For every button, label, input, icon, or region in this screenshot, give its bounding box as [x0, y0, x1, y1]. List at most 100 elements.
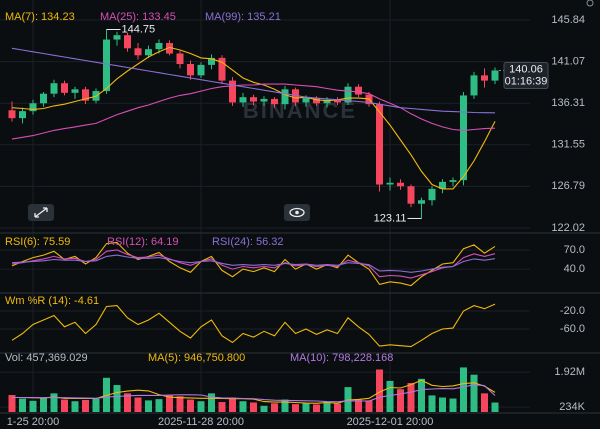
- x-tick-label: 2025-12-01 20:00: [347, 416, 434, 428]
- eye-pupil[interactable]: [295, 210, 299, 215]
- volume-bar: [260, 405, 268, 412]
- candle-body: [428, 188, 436, 201]
- legend-entry: RSI(6): 75.59: [5, 236, 70, 248]
- candle-body: [470, 75, 478, 96]
- legend-entry: MA(7): 134.23: [5, 11, 75, 23]
- volume-bar: [334, 403, 341, 412]
- theme-button[interactable]: [586, 0, 594, 7]
- y-tick-label: 70.0: [564, 244, 585, 256]
- candle-body: [439, 181, 446, 189]
- candle-body: [281, 89, 289, 105]
- indicator-line: [11, 303, 496, 348]
- volume-bar: [460, 367, 467, 412]
- volume-bar: [281, 399, 289, 412]
- candle-body: [481, 75, 488, 81]
- candle-body: [449, 180, 457, 182]
- ma-line: [11, 46, 496, 190]
- candle-body: [8, 110, 16, 119]
- candle-body: [134, 48, 142, 56]
- legend-entry: MA(99): 135.21: [205, 11, 281, 23]
- legend-entry: MA(5): 946,750.800: [148, 352, 245, 364]
- ma-line: [11, 83, 496, 140]
- volume-bar: [92, 398, 100, 412]
- visibility-button[interactable]: [284, 204, 310, 221]
- expand-button[interactable]: [28, 204, 54, 221]
- candle-body: [376, 104, 383, 185]
- candle-body: [113, 35, 121, 40]
- low-label: 123.11: [374, 212, 407, 224]
- y-tick-label: 136.31: [551, 97, 585, 109]
- volume-bar: [166, 395, 173, 412]
- candle-body: [82, 89, 89, 101]
- volume-ma-line: [12, 384, 496, 403]
- volume-bar: [376, 369, 383, 412]
- candle-body: [313, 98, 320, 104]
- volume-bar: [292, 404, 299, 412]
- candle-body: [302, 98, 310, 103]
- y-tick-label: 141.07: [551, 56, 585, 68]
- candle-body: [166, 43, 173, 54]
- candle-body: [61, 83, 68, 93]
- volume-bar: [134, 397, 142, 412]
- volume-bar: [239, 401, 247, 412]
- x-tick-label: 2025-11-28 20:00: [158, 416, 244, 428]
- volume-bar: [176, 396, 184, 412]
- legend-entry: RSI(12): 64.19: [107, 236, 179, 248]
- candle-body: [460, 95, 467, 181]
- ma-line: [11, 47, 496, 114]
- candle-body: [239, 97, 247, 103]
- indicator-line: [11, 249, 496, 279]
- expand-icon[interactable]: [34, 207, 48, 218]
- candle-body: [50, 83, 58, 94]
- candle-body: [250, 97, 257, 102]
- volume-bar: [82, 399, 89, 412]
- volume-bar: [481, 393, 488, 412]
- volume-bar: [187, 399, 194, 412]
- countdown-label: 01:16:39: [505, 75, 548, 87]
- candle-body: [229, 80, 236, 103]
- volume-bar: [197, 401, 205, 412]
- y-tick-label: 126.79: [551, 180, 585, 192]
- candle-body: [355, 86, 362, 95]
- candle-body: [344, 86, 352, 103]
- volume-bar: [418, 378, 425, 412]
- y-tick-label: 122.02: [551, 222, 585, 234]
- volume-bar: [428, 395, 436, 412]
- plot: 145.84 141.07 136.31 131.55 126.79 122.02 MA(7…: [5, 11, 586, 428]
- volume-bar: [250, 402, 257, 412]
- volume-bar: [124, 393, 131, 412]
- legend-entry: MA(10): 798,228.168: [290, 352, 393, 364]
- candle-body: [103, 39, 110, 92]
- candle-body: [187, 64, 194, 76]
- candle-body: [176, 53, 184, 65]
- legend-entry: Wm %R (14): -4.61: [5, 295, 99, 307]
- candle-body: [197, 64, 205, 76]
- theme-icon[interactable]: [586, 0, 594, 7]
- y-tick-label: 40.0: [564, 263, 585, 275]
- volume-bar: [19, 398, 26, 412]
- candle-body: [418, 200, 425, 204]
- high-label: 144.75: [122, 23, 156, 35]
- last-price-label: 140.06: [509, 63, 543, 75]
- candle-body: [145, 49, 152, 56]
- volume-bar: [449, 398, 457, 412]
- candle-body: [260, 98, 268, 102]
- candle-body: [19, 111, 26, 119]
- eye-icon[interactable]: [289, 207, 305, 218]
- volume-bar: [208, 393, 215, 412]
- legend-entry: RSI(24): 56.32: [212, 236, 284, 248]
- volume-bar: [313, 404, 320, 412]
- candle-body: [40, 93, 47, 104]
- volume-bar: [29, 400, 37, 412]
- volume-bar: [271, 403, 278, 412]
- volume-bar: [50, 393, 58, 412]
- candle-body: [208, 57, 215, 65]
- indicator-line: [11, 254, 496, 273]
- volume-bar: [323, 401, 331, 412]
- candle-body: [218, 57, 226, 81]
- candle-body: [71, 89, 79, 93]
- volume-bar: [40, 397, 47, 412]
- volume-bar: [302, 403, 310, 412]
- y-tick-label: 145.84: [551, 14, 585, 26]
